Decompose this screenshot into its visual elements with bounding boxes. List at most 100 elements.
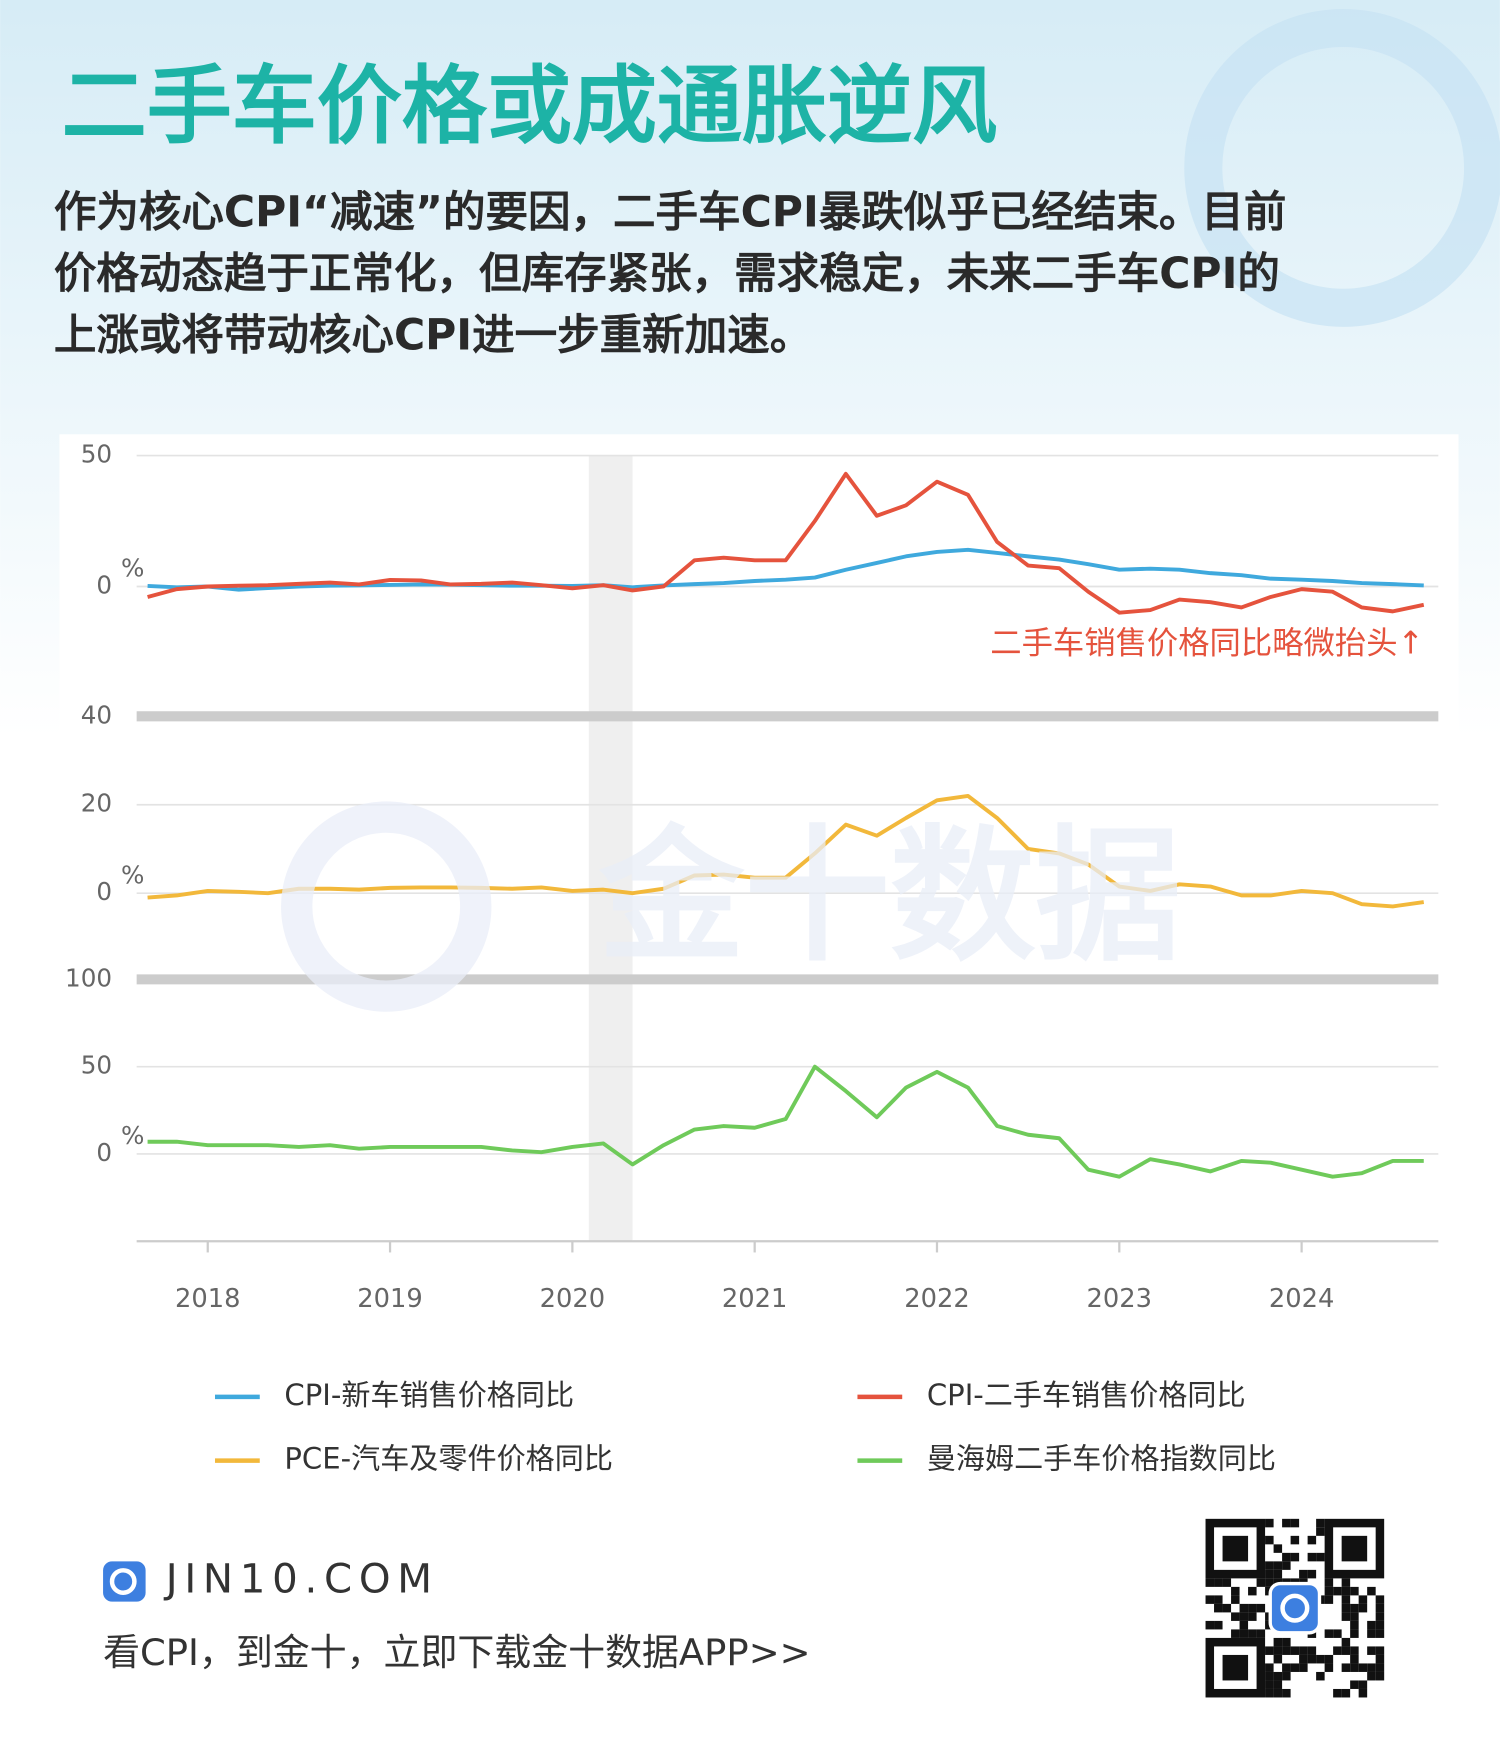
qr-module [1231,1629,1240,1638]
qr-module [1307,1535,1317,1545]
qr-module [1307,1646,1317,1655]
qr-module [1350,1646,1359,1655]
qr-module [1375,1654,1385,1664]
qr-module [1214,1595,1223,1604]
qr-module [1265,1569,1274,1579]
qr-finder [1205,1637,1266,1698]
legend-label: CPI-二手车销售价格同比 [927,1378,1246,1412]
y-tick-label: 40 [81,700,112,729]
qr-module [1350,1620,1359,1630]
y-tick-label: 20 [81,789,112,818]
qr-module [1290,1535,1300,1545]
qr-module [1265,1663,1274,1672]
footer-logo-mark [109,1568,137,1595]
qr-module [1350,1629,1359,1638]
qr-module [1350,1654,1359,1664]
description-line: 作为核心CPI“减速”的要因，二手车CPI暴跌似乎已经结束。目前 [54,188,1287,237]
qr-module [1367,1620,1376,1630]
qr-module [1248,1629,1257,1638]
qr-module [1222,1578,1232,1587]
qr-module [1265,1646,1274,1655]
legend-label: PCE-汽车及零件价格同比 [284,1442,613,1476]
qr-module [1316,1671,1325,1681]
qr-module [1231,1612,1240,1621]
qr-module [1358,1603,1368,1613]
qr-module [1316,1552,1325,1562]
y-tick-label: 50 [81,1051,112,1080]
qr-module [1256,1578,1266,1587]
qr-module [1205,1595,1215,1604]
y-tick-label: 0 [96,1138,112,1167]
qr-module [1214,1578,1223,1587]
qr-module [1375,1629,1385,1638]
y-unit: % [121,1121,144,1150]
qr-module [1273,1637,1283,1647]
y-tick-label: 50 [81,440,112,469]
qr-finder-core [1341,1535,1368,1562]
qr-module [1350,1586,1359,1596]
legend-label: 曼海姆二手车价格指数同比 [927,1442,1276,1476]
qr-module [1248,1603,1257,1613]
qr-module [1367,1586,1376,1596]
qr-module [1324,1595,1334,1604]
qr-module [1367,1646,1376,1655]
qr-module [1358,1663,1368,1672]
qr-module [1273,1680,1283,1689]
qr-module [1333,1646,1342,1655]
qr-module [1350,1612,1359,1621]
qr-module [1307,1552,1317,1562]
title: 二手车价格或成通胀逆风 [62,57,998,156]
qr-module [1205,1578,1215,1587]
qr-module [1273,1544,1283,1553]
qr-module [1248,1586,1257,1596]
watermark-logo [281,801,492,1012]
qr-module [1341,1595,1351,1604]
description-line: 价格动态趋于正常化，但库存紧张，需求稳定，未来二手车CPI的 [54,250,1280,299]
qr-module [1265,1578,1274,1587]
qr-module [1333,1629,1342,1638]
qr-module [1367,1671,1376,1681]
qr-logo-mark [1280,1593,1310,1623]
qr-module [1239,1620,1249,1630]
qr-module [1307,1569,1317,1579]
legend: CPI-新车销售价格同比 CPI-二手车销售价格同比 PCE-汽车及零件价格同比 曼海… [214,1378,1276,1476]
series-line [147,1064,1424,1179]
qr-module [1375,1671,1385,1681]
qr-module [1290,1663,1300,1672]
qr-module [1256,1629,1266,1638]
x-tick-label: 2023 [1087,1284,1152,1314]
footer-site: JIN10.COM [163,1556,439,1603]
qr-module [1282,1552,1291,1562]
qr-module [1290,1518,1300,1528]
qr-module [1273,1671,1283,1681]
qr-module [1316,1527,1325,1536]
qr-module [1299,1646,1308,1655]
qr-module [1341,1612,1351,1621]
qr-module [1265,1688,1274,1698]
qr-module [1239,1603,1249,1613]
qr-finder-core [1222,1535,1249,1562]
decor-logo [1184,8,1500,327]
qr-module [1265,1671,1274,1681]
watermark: 金十数据 [598,813,1181,982]
qr-module [1214,1620,1223,1630]
qr-finder [1324,1518,1385,1579]
x-tick-label: 2018 [175,1284,241,1314]
description-line: 上涨或将带动核心CPI进一步重新加速。 [54,312,812,361]
qr-module [1341,1663,1351,1672]
recession-shade [588,979,633,1242]
qr-module [1265,1680,1274,1689]
x-tick-label: 2021 [722,1284,788,1314]
qr-module [1273,1569,1283,1579]
qr-code [1201,1514,1389,1702]
qr-module [1282,1688,1291,1698]
y-unit: % [121,554,144,583]
qr-module [1316,1518,1325,1528]
qr-module [1341,1637,1351,1647]
qr-module [1282,1671,1291,1681]
qr-module [1299,1654,1308,1664]
qr-module [1324,1586,1334,1596]
qr-module [1256,1603,1266,1613]
